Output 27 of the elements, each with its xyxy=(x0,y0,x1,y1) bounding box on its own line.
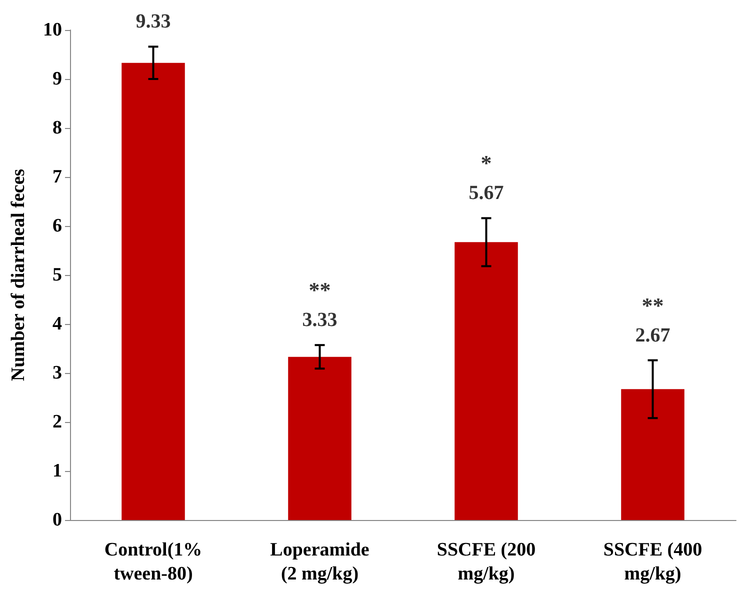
y-tick-label: 9 xyxy=(52,68,62,90)
y-tick-label: 5 xyxy=(52,264,62,286)
y-tick-label: 3 xyxy=(52,362,62,384)
data-label: 3.33 xyxy=(302,309,338,332)
bar xyxy=(454,242,518,520)
y-tick-label: 2 xyxy=(52,412,62,432)
bar xyxy=(621,389,684,520)
y-tick-label: 6 xyxy=(52,216,62,236)
y-axis-title: Number of diarrheal feces xyxy=(8,168,29,382)
data-label: 5.67 xyxy=(468,182,504,204)
y-tick-label: 0 xyxy=(52,510,62,530)
y-tick-label: 1 xyxy=(52,460,62,482)
bar xyxy=(288,356,352,520)
annotation: ** xyxy=(642,292,664,318)
x-tick-label: Control(1% tween-80) xyxy=(104,540,202,584)
y-tick-label: 7 xyxy=(52,166,62,188)
data-label: 9.33 xyxy=(136,10,171,33)
bar xyxy=(122,62,185,520)
y-tick-label: 8 xyxy=(52,118,62,138)
x-tick-label: Loperamide (2 mg/kg) xyxy=(270,540,370,584)
annotation: ** xyxy=(308,278,331,303)
x-tick-label: SSCFE (400 mg/kg) xyxy=(603,540,702,584)
y-tick-label: 10 xyxy=(43,20,62,40)
data-label: 2.67 xyxy=(635,324,670,346)
x-tick-label: SSCFE (200 mg/kg) xyxy=(436,540,536,584)
y-tick-label: 4 xyxy=(52,314,62,334)
annotation: * xyxy=(480,150,492,176)
